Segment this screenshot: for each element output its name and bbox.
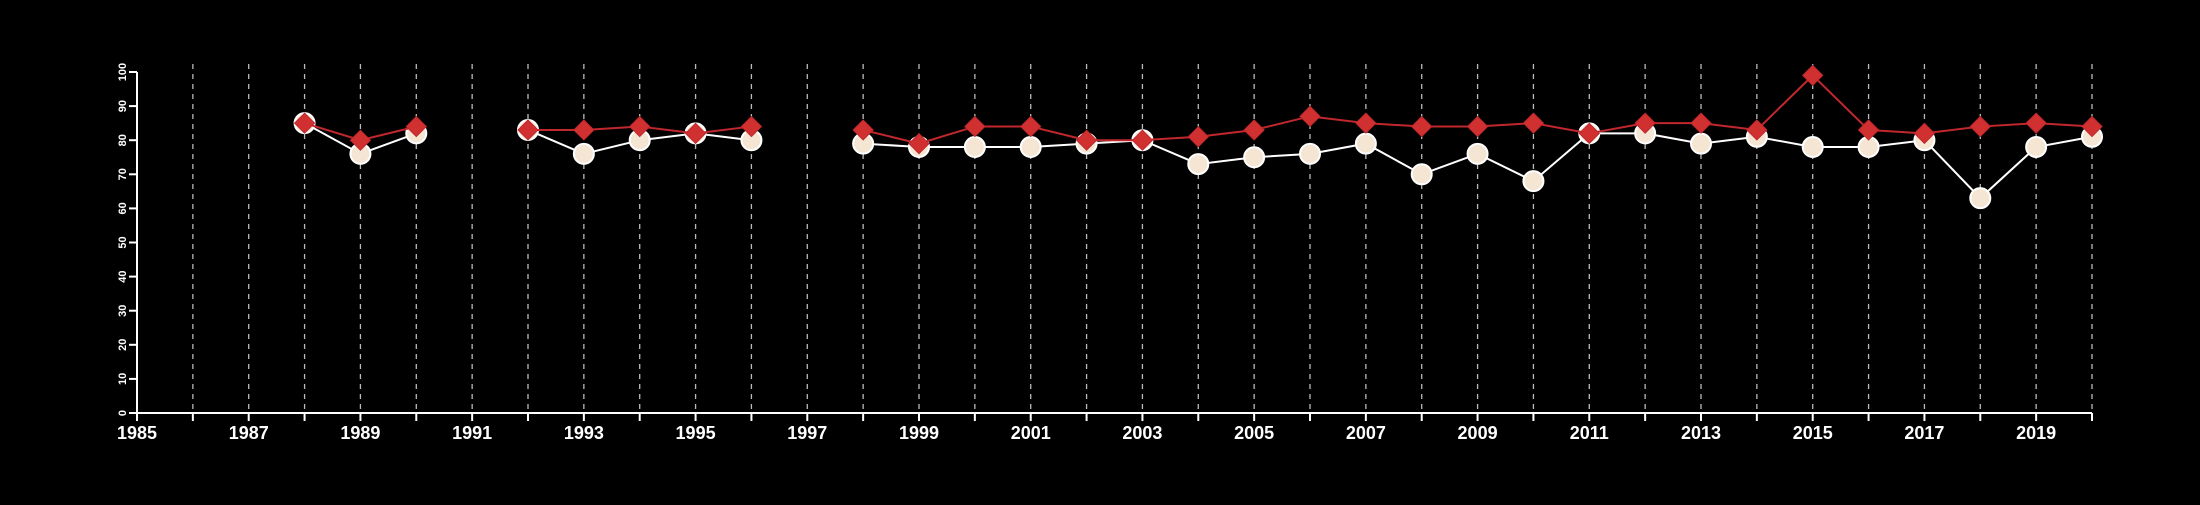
y-tick-label: 60: [117, 202, 129, 214]
series-2-point: [1634, 112, 1656, 134]
series: [293, 64, 2103, 210]
series-2-point: [629, 115, 651, 138]
x-tick-label: 2015: [1793, 423, 1833, 443]
x-tick-label: 2011: [1570, 423, 1609, 443]
series-2-point: [1299, 105, 1321, 128]
axes: 0 10 20 30 40 50 60 70 80 90 100 1985 1987 1989 1991 19…: [117, 63, 2093, 443]
series-1-point: [1522, 170, 1545, 193]
series-2-point: [1075, 129, 1098, 151]
series-2-point: [1522, 112, 1545, 134]
series-2-point: [684, 122, 707, 145]
series-2-point: [517, 119, 539, 141]
y-tick-label: 90: [117, 100, 129, 112]
x-tick-label: 2007: [1346, 423, 1386, 443]
series-2-point: [908, 132, 930, 155]
series-1-point: [1187, 153, 1210, 176]
x-tick-label: 1989: [340, 423, 380, 443]
series-1-point: [1019, 136, 1042, 159]
series-2-point: [349, 129, 372, 151]
series-2-point: [1187, 126, 1209, 148]
series-2-point: [964, 115, 986, 138]
series-1-point: [1466, 142, 1489, 165]
series-2-point: [1578, 122, 1600, 145]
series-1-point: [1690, 132, 1712, 155]
series-2-point: [1243, 119, 1265, 141]
series-1-point: [2025, 136, 2048, 159]
y-tick-label: 40: [117, 270, 129, 282]
series-2-point: [573, 119, 595, 141]
series-1-point: [572, 142, 595, 165]
series-2-point: [1969, 115, 1991, 138]
x-tick-label: 1991: [452, 423, 492, 443]
series-1-point: [1801, 136, 1824, 159]
y-tick-label: 70: [117, 168, 129, 180]
series-2-point: [405, 115, 427, 138]
x-tick-label: 2001: [1011, 423, 1051, 443]
y-tick-label: 30: [117, 305, 129, 317]
series-2-point: [2081, 115, 2103, 138]
series-1-point: [1243, 146, 1266, 169]
series-2-point: [1020, 115, 1042, 138]
series-2-point: [1411, 115, 1433, 138]
x-tick-label: 2013: [1681, 423, 1721, 443]
gridlines: [192, 64, 2093, 413]
series-2-point: [1913, 122, 1936, 145]
y-tick-label: 20: [117, 339, 129, 351]
x-tick-label: 1995: [676, 423, 716, 443]
x-tick-label: 1987: [229, 423, 269, 443]
series-2-point: [1131, 129, 1154, 151]
x-tick-label: 1999: [899, 423, 939, 443]
series-1-point: [963, 136, 986, 159]
series-2-point: [1355, 112, 1377, 134]
x-tick-label: 2003: [1122, 423, 1162, 443]
series-2-point: [852, 119, 874, 141]
x-tick-label: 1993: [564, 423, 604, 443]
series-2-point: [1466, 115, 1489, 138]
x-tick-label: 1997: [787, 423, 827, 443]
series-2-point: [293, 112, 316, 134]
x-tick-label: 2017: [1904, 423, 1944, 443]
series-2-point: [1857, 119, 1880, 141]
y-tick-label: 0: [117, 410, 129, 416]
series-2-point: [1802, 64, 1824, 87]
series-1-point: [1354, 132, 1377, 155]
x-tick-label: 1985: [117, 423, 157, 443]
series-1-point: [1299, 142, 1321, 165]
y-tick-label: 100: [117, 63, 129, 81]
series-2-point: [740, 115, 763, 138]
x-tick-label: 2009: [1458, 423, 1498, 443]
x-tick-label: 2005: [1234, 423, 1274, 443]
series-1-point: [1969, 187, 1992, 210]
x-tick-label: 2019: [2016, 423, 2056, 443]
series-2-point: [2025, 112, 2047, 134]
series-1-point: [1410, 163, 1433, 186]
y-tick-label: 80: [117, 134, 129, 146]
series-2: [293, 64, 2103, 155]
series-2-point: [1690, 112, 1712, 134]
series-2-point: [1746, 119, 1768, 141]
y-tick-label: 50: [117, 236, 129, 248]
y-tick-label: 10: [117, 373, 129, 385]
